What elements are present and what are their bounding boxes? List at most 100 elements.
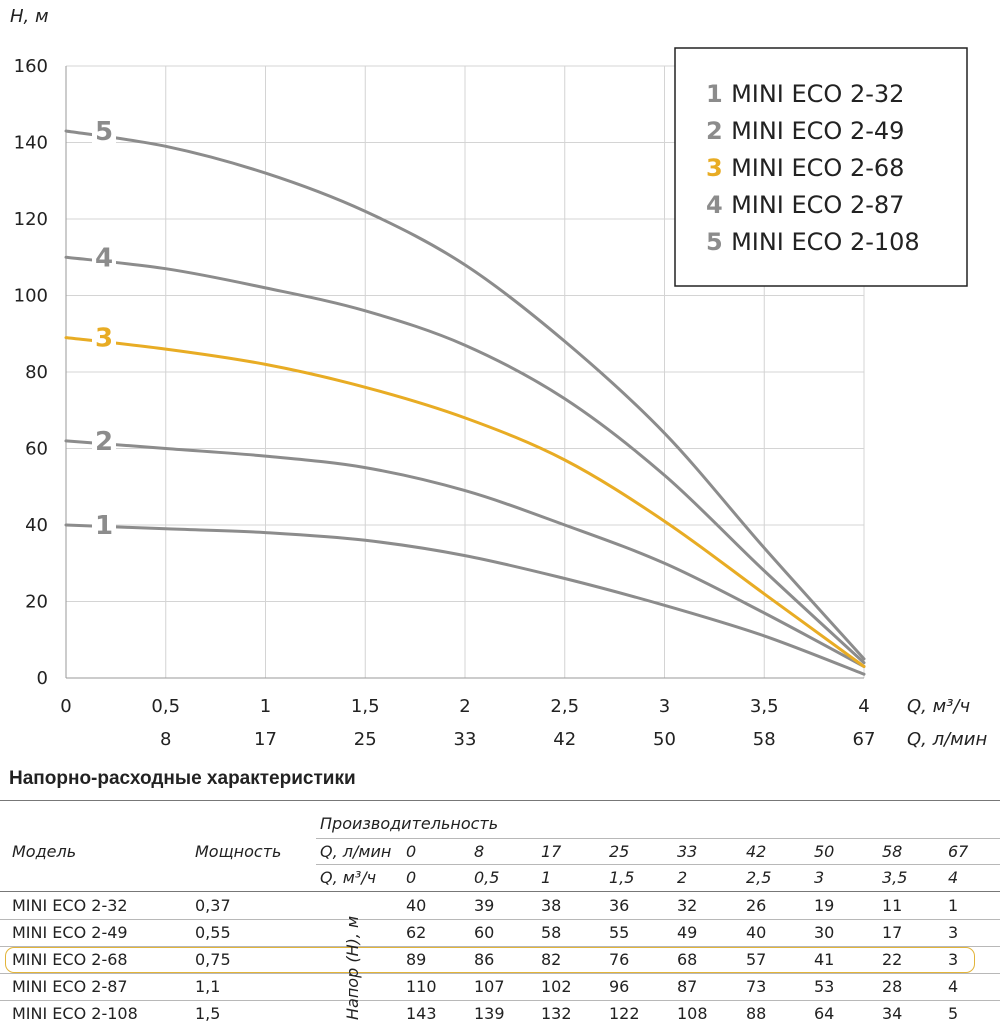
x-axis-label-lmin: Q, л/мин — [907, 729, 987, 750]
row-head-value: 107 — [474, 977, 505, 996]
row-head-value: 22 — [882, 950, 903, 969]
row-head-value: 26 — [746, 896, 767, 915]
row-head-value: 87 — [677, 977, 698, 996]
header-q-lmin: Q, л/мин — [320, 842, 392, 861]
x-tick-label-m3h: 1 — [260, 696, 271, 717]
table-top-rule — [0, 800, 1000, 801]
table-header-row-1: Производительность — [0, 810, 1000, 837]
x-tick-label-m3h: 3 — [659, 696, 670, 717]
x-tick-label-lmin: 25 — [354, 729, 377, 750]
row-head-value: 5 — [948, 1004, 959, 1023]
row-head-value: 88 — [746, 1004, 767, 1023]
x-tick-label-lmin: 17 — [254, 729, 277, 750]
chart-grid — [66, 65, 865, 678]
row-head-value: 41 — [814, 950, 835, 969]
row-head-value: 40 — [406, 896, 427, 915]
y-tick-label: 40 — [25, 515, 48, 536]
row-model: MINI ECO 2-108 — [12, 1004, 138, 1023]
row-head-value: 60 — [474, 923, 495, 942]
series-label-bg — [92, 116, 116, 147]
series-label-bg — [92, 322, 116, 353]
q-m3h-value: 0,5 — [474, 868, 500, 887]
chart-curves: 1 2 3 4 5 — [64, 116, 866, 676]
q-m3h-value: 4 — [948, 868, 959, 887]
x-tick-label-m3h: 0,5 — [151, 696, 180, 717]
row-power: 0,37 — [195, 896, 231, 915]
q-lmin-value: 25 — [609, 842, 630, 861]
q-m3h-value: 1,5 — [609, 868, 635, 887]
q-m3h-value: 2,5 — [746, 868, 772, 887]
q-lmin-value: 0 — [406, 842, 417, 861]
series-label-bg — [92, 242, 116, 273]
row-head-value: 132 — [541, 1004, 572, 1023]
q-lmin-value: 33 — [677, 842, 698, 861]
q-lmin-value: 42 — [746, 842, 767, 861]
row-head-value: 3 — [948, 923, 959, 942]
row-head-value: 19 — [814, 896, 835, 915]
row-model: MINI ECO 2-49 — [12, 923, 128, 942]
y-tick-label: 80 — [25, 362, 48, 383]
row-head-value: 39 — [474, 896, 495, 915]
y-tick-label: 60 — [25, 439, 48, 460]
q-lmin-value: 67 — [948, 842, 969, 861]
row-head-value: 68 — [677, 950, 698, 969]
series-4-line — [64, 255, 866, 665]
row-head-value: 57 — [746, 950, 767, 969]
x-tick-label-lmin: 50 — [653, 729, 676, 750]
row-head-value: 4 — [948, 977, 959, 996]
q-m3h-value: 1 — [541, 868, 552, 887]
x-tick-label-lmin: 42 — [553, 729, 576, 750]
row-head-value: 30 — [814, 923, 835, 942]
row-head-value: 82 — [541, 950, 562, 969]
chart-legend: 1 MINI ECO 2-32 2 MINI ECO 2-49 3 MINI ECO… — [674, 47, 968, 287]
q-m3h-value: 3 — [814, 868, 825, 887]
series-label-bg — [92, 425, 116, 456]
row-head-value: 38 — [541, 896, 562, 915]
x-tick-label-m3h: 0 — [60, 696, 71, 717]
x-tick-label-lmin: 58 — [753, 729, 776, 750]
row-power: 1,1 — [195, 977, 221, 996]
table-title: Напорно-расходные характеристики — [9, 768, 356, 789]
row-head-value: 28 — [882, 977, 903, 996]
series-2-line — [64, 439, 866, 668]
q-lmin-value: 50 — [814, 842, 835, 861]
row-power: 0,75 — [195, 950, 231, 969]
row-head-value: 64 — [814, 1004, 835, 1023]
x-tick-label-m3h: 2,5 — [550, 696, 579, 717]
header-model: Модель — [12, 842, 77, 861]
q-lmin-value: 58 — [882, 842, 903, 861]
y-tick-label: 100 — [14, 286, 48, 307]
table-row: MINI ECO 2-49 0,55 62 60 58 55 49 40 30 17 3 — [0, 919, 1000, 946]
row-power: 0,55 — [195, 923, 231, 942]
row-head-value: 11 — [882, 896, 903, 915]
row-head-value: 3 — [948, 950, 959, 969]
row-head-value: 53 — [814, 977, 835, 996]
legend-item-3: 3 MINI ECO 2-68 — [706, 154, 904, 182]
table-row: MINI ECO 2-68 0,75 89 86 82 76 68 57 41 22 3 — [0, 946, 1000, 973]
x-tick-label-lmin: 8 — [160, 729, 171, 750]
row-head-value: 62 — [406, 923, 427, 942]
row-head-value: 102 — [541, 977, 572, 996]
x-tick-label-m3h: 1,5 — [351, 696, 380, 717]
legend-item-4: 4 MINI ECO 2-87 — [706, 191, 904, 219]
x-tick-label-m3h: 3,5 — [750, 696, 779, 717]
row-model: MINI ECO 2-32 — [12, 896, 128, 915]
series-4-label: 4 — [95, 243, 113, 273]
row-head-value: 55 — [609, 923, 630, 942]
row-model: MINI ECO 2-87 — [12, 977, 128, 996]
y-tick-label: 120 — [14, 209, 48, 230]
row-head-value: 49 — [677, 923, 698, 942]
legend-item-2: 2 MINI ECO 2-49 — [706, 117, 904, 145]
header-head: Напор (Н), м — [343, 915, 362, 1020]
series-5-line — [64, 129, 866, 661]
q-lmin-value: 17 — [541, 842, 562, 861]
series-1-line — [64, 523, 866, 676]
series-2-label: 2 — [95, 427, 113, 457]
row-head-value: 17 — [882, 923, 903, 942]
row-head-value: 36 — [609, 896, 630, 915]
row-head-value: 73 — [746, 977, 767, 996]
q-m3h-value: 0 — [406, 868, 417, 887]
q-m3h-value: 3,5 — [882, 868, 908, 887]
